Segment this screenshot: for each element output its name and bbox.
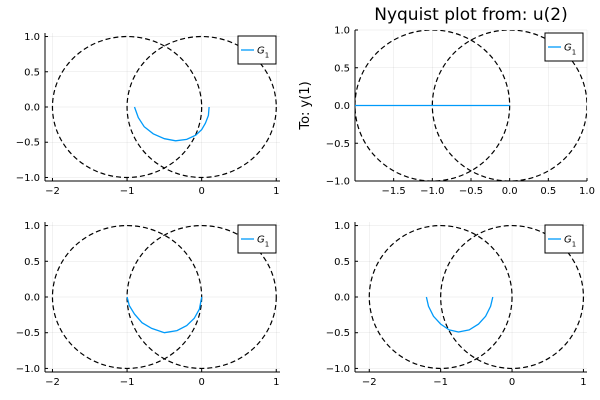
y-tick-label: −0.5 (16, 138, 40, 149)
reference-circle-1 (51, 35, 203, 179)
y-tick-label: 0.0 (334, 293, 350, 304)
x-tick-label: −2 (45, 377, 60, 388)
y-tick-label: −1.0 (16, 364, 40, 375)
y-tick-label: 1.0 (334, 26, 350, 37)
x-tick-label: 0.5 (540, 186, 556, 197)
reference-circle-1 (368, 224, 513, 370)
x-tick-label: −1.0 (420, 186, 444, 197)
plot-area (355, 30, 587, 181)
legend: G1 (237, 224, 277, 254)
x-tick-label: 1 (273, 377, 279, 388)
subplot-2: −1.5 −1.0 −0.5 0.0 0.5 1.0 −1.0 −0.5 0.0 0.5 1.0 G1… (298, 5, 595, 197)
subplot-1: −2 −1 0 1 −1.0 −0.5 0.0 0.5 1.0 G1 (16, 32, 280, 197)
x-tick-label: −1 (120, 377, 135, 388)
x-tick-label: 1 (580, 377, 586, 388)
x-tick-label: 1 (273, 186, 279, 197)
x-tick-label: 0 (198, 186, 204, 197)
plot-area (51, 35, 277, 179)
legend: G1 (237, 35, 277, 65)
subplot-3: −2 −1 0 1 −1.0 −0.5 0.0 0.5 1.0 G1 (16, 221, 280, 388)
y-tick-label: 1.0 (24, 221, 40, 232)
series-line-1 (425, 296, 494, 333)
x-tick-label: 0 (509, 377, 515, 388)
series-line-1 (126, 296, 203, 334)
y-tick-label: −1.0 (326, 177, 350, 188)
plot-area (51, 224, 277, 370)
y-tick-label: −0.5 (326, 328, 350, 339)
y-tick-label: 0.0 (334, 101, 350, 112)
x-tick-label: −1 (433, 377, 448, 388)
x-tick-label: 0.0 (502, 186, 518, 197)
x-tick-label: 1.0 (579, 186, 595, 197)
plot-area (368, 224, 585, 370)
x-tick-label: −1.5 (382, 186, 406, 197)
y-tick-label: −0.5 (16, 328, 40, 339)
reference-circle-2 (440, 224, 585, 370)
y-tick-label: 0.5 (24, 257, 40, 268)
legend: G1 (544, 32, 584, 62)
y-tick-label: 0.5 (334, 257, 350, 268)
series-line-1 (133, 106, 210, 142)
y-tick-label: 1.0 (334, 221, 350, 232)
y-tick-label: 1.0 (24, 32, 40, 43)
y-tick-label: 0.0 (24, 293, 40, 304)
y-axis-label: To: y(1) (298, 81, 313, 130)
x-tick-label: −2 (45, 186, 60, 197)
y-tick-label: 0.5 (24, 67, 40, 78)
subplot-4: −2 −1 0 1 −1.0 −0.5 0.0 0.5 1.0 G1 (326, 221, 587, 388)
x-tick-label: 0 (198, 377, 204, 388)
y-tick-label: −1.0 (16, 173, 40, 184)
y-tick-label: −1.0 (326, 364, 350, 375)
y-tick-label: 0.0 (24, 103, 40, 114)
reference-circle-2 (126, 224, 277, 370)
x-tick-label: −2 (362, 377, 377, 388)
subplot-title: Nyquist plot from: u(2) (374, 5, 568, 25)
y-tick-label: 0.5 (334, 63, 350, 74)
x-tick-label: −1 (120, 186, 135, 197)
reference-circle-2 (431, 30, 587, 181)
legend: G1 (544, 224, 584, 254)
reference-circle-2 (126, 35, 277, 179)
y-tick-label: −0.5 (326, 139, 350, 150)
x-tick-label: −0.5 (459, 186, 483, 197)
